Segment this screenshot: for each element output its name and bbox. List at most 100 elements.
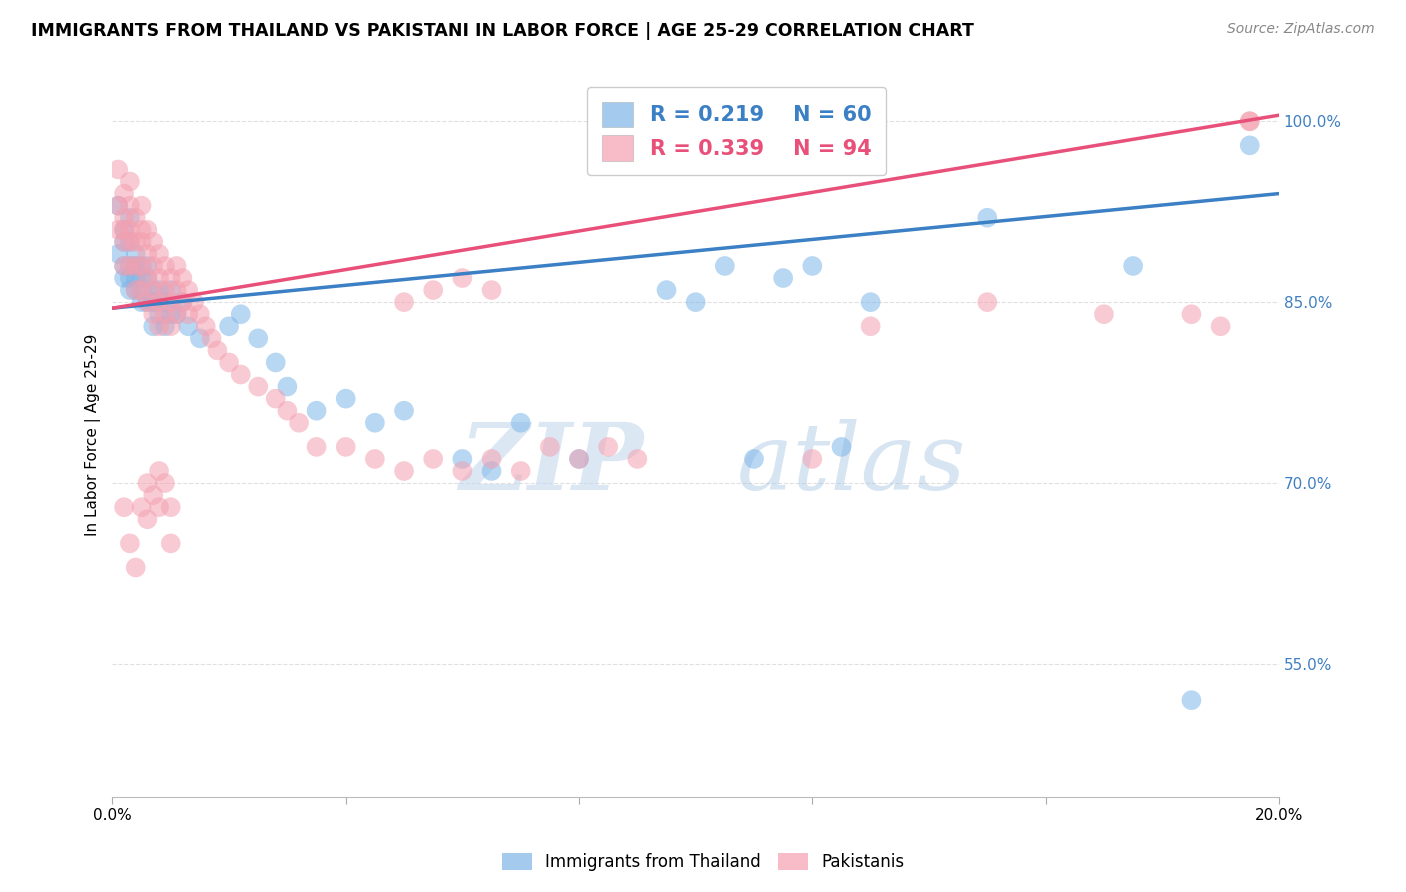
Point <box>392 403 415 417</box>
Point <box>159 500 181 515</box>
Point <box>153 283 176 297</box>
Point <box>125 259 148 273</box>
Point <box>172 295 194 310</box>
Point <box>335 392 357 406</box>
Point <box>148 283 170 297</box>
Point <box>125 283 148 297</box>
Point <box>859 295 882 310</box>
Point <box>200 331 222 345</box>
Point <box>685 295 707 310</box>
Point <box>305 440 328 454</box>
Point <box>148 295 170 310</box>
Point <box>1239 114 1261 128</box>
Point <box>112 259 135 273</box>
Point <box>159 307 181 321</box>
Point <box>112 259 135 273</box>
Point <box>276 403 298 417</box>
Y-axis label: In Labor Force | Age 25-29: In Labor Force | Age 25-29 <box>86 334 101 536</box>
Point <box>125 271 148 285</box>
Point <box>598 440 620 454</box>
Point <box>131 199 153 213</box>
Point <box>422 283 444 297</box>
Point <box>118 259 141 273</box>
Point <box>112 235 135 249</box>
Point <box>801 259 824 273</box>
Point <box>136 223 159 237</box>
Point <box>118 235 141 249</box>
Point <box>1122 259 1144 273</box>
Point <box>131 283 153 297</box>
Point <box>159 283 181 297</box>
Point <box>481 283 503 297</box>
Point <box>859 319 882 334</box>
Point <box>125 259 148 273</box>
Point <box>451 452 474 467</box>
Point <box>148 307 170 321</box>
Point <box>188 331 211 345</box>
Point <box>112 235 135 249</box>
Point <box>166 283 188 297</box>
Point <box>142 488 165 502</box>
Point <box>142 307 165 321</box>
Legend: R = 0.219    N = 60, R = 0.339    N = 94: R = 0.219 N = 60, R = 0.339 N = 94 <box>588 87 886 176</box>
Point <box>125 235 148 249</box>
Point <box>159 536 181 550</box>
Point <box>159 295 181 310</box>
Point <box>276 379 298 393</box>
Point <box>166 307 188 321</box>
Point <box>125 211 148 225</box>
Point <box>655 283 678 297</box>
Point <box>136 512 159 526</box>
Point <box>194 319 217 334</box>
Point <box>148 271 170 285</box>
Point <box>136 295 159 310</box>
Point <box>142 259 165 273</box>
Point <box>112 186 135 201</box>
Point <box>142 319 165 334</box>
Point <box>247 331 270 345</box>
Point <box>118 259 141 273</box>
Point <box>112 271 135 285</box>
Point <box>112 500 135 515</box>
Point <box>392 295 415 310</box>
Point <box>136 271 159 285</box>
Text: ZIP: ZIP <box>458 418 643 508</box>
Point <box>264 355 287 369</box>
Point <box>142 295 165 310</box>
Point <box>112 223 135 237</box>
Point <box>131 271 153 285</box>
Point <box>125 283 148 297</box>
Point <box>801 452 824 467</box>
Point <box>136 271 159 285</box>
Point <box>153 259 176 273</box>
Point <box>229 368 252 382</box>
Point <box>131 283 153 297</box>
Point <box>229 307 252 321</box>
Point <box>148 247 170 261</box>
Point <box>136 259 159 273</box>
Point <box>112 211 135 225</box>
Point <box>207 343 229 358</box>
Point <box>166 259 188 273</box>
Point <box>125 247 148 261</box>
Point <box>742 452 765 467</box>
Point <box>118 175 141 189</box>
Point <box>714 259 737 273</box>
Point <box>1180 693 1202 707</box>
Point <box>107 199 129 213</box>
Point <box>183 295 205 310</box>
Point <box>976 211 998 225</box>
Point <box>177 319 200 334</box>
Legend: Immigrants from Thailand, Pakistanis: Immigrants from Thailand, Pakistanis <box>494 845 912 880</box>
Point <box>172 271 194 285</box>
Point <box>118 536 141 550</box>
Point <box>364 452 387 467</box>
Point <box>481 452 503 467</box>
Point <box>142 283 165 297</box>
Point <box>509 416 531 430</box>
Text: IMMIGRANTS FROM THAILAND VS PAKISTANI IN LABOR FORCE | AGE 25-29 CORRELATION CHA: IMMIGRANTS FROM THAILAND VS PAKISTANI IN… <box>31 22 974 40</box>
Point <box>136 295 159 310</box>
Point <box>451 271 474 285</box>
Point <box>107 247 129 261</box>
Point <box>335 440 357 454</box>
